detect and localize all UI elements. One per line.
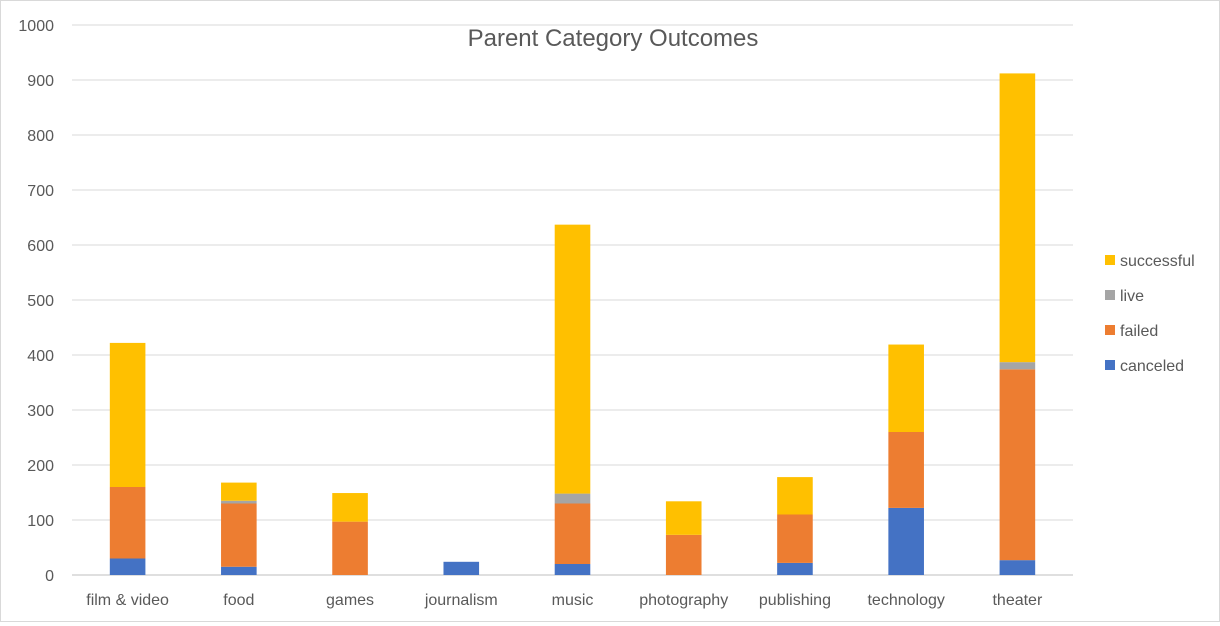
y-tick-label: 700	[27, 183, 54, 200]
y-tick-label: 0	[45, 568, 54, 585]
legend-label-live: live	[1120, 288, 1144, 305]
legend-swatch-live	[1105, 290, 1115, 300]
bar-segment-failed	[665, 534, 702, 575]
bar-segment-successful	[777, 477, 813, 515]
bar-segment-canceled	[443, 561, 480, 575]
y-axis-ticks: 0 100 200 300 400 500 600 700 800 900 1000	[18, 18, 54, 585]
bar-segment-live	[221, 500, 257, 504]
bar-segment-failed	[332, 521, 368, 575]
bar-segment-canceled	[221, 566, 257, 575]
legend-label-canceled: canceled	[1120, 358, 1184, 375]
bar-segment-successful	[999, 73, 1036, 363]
y-tick-label: 1000	[18, 18, 54, 35]
y-tick-label: 500	[27, 293, 54, 310]
bar-segment-live	[554, 493, 591, 504]
bar-segment-successful	[109, 342, 146, 487]
bar-segment-live	[999, 362, 1036, 370]
x-tick-label: food	[223, 592, 254, 609]
x-tick-label: publishing	[759, 592, 831, 609]
y-tick-label: 300	[27, 403, 54, 420]
y-tick-label: 600	[27, 238, 54, 255]
bar-segment-successful	[221, 482, 257, 501]
chart-title: Parent Category Outcomes	[468, 25, 759, 52]
x-tick-label: photography	[639, 592, 728, 609]
bar-segment-failed	[221, 503, 257, 567]
y-tick-label: 400	[27, 348, 54, 365]
bar-segment-canceled	[109, 558, 146, 575]
legend: successful live failed canceled	[1105, 253, 1195, 375]
y-tick-label: 200	[27, 458, 54, 475]
legend-swatch-successful	[1105, 255, 1115, 265]
legend-label-failed: failed	[1120, 323, 1158, 340]
bar-segment-failed	[109, 487, 146, 559]
x-tick-label: music	[552, 592, 594, 609]
bar-segment-successful	[665, 501, 702, 535]
bar-segment-failed	[999, 369, 1036, 561]
y-tick-label: 800	[27, 128, 54, 145]
x-axis-ticks: film & video food games journalism music phot…	[86, 592, 1043, 609]
bar-segment-failed	[554, 503, 591, 564]
x-tick-label: technology	[867, 592, 944, 609]
y-tick-label: 900	[27, 73, 54, 90]
bar-segment-canceled	[777, 562, 813, 575]
x-tick-label: journalism	[424, 592, 498, 609]
bar-segment-canceled	[999, 560, 1036, 575]
bar-segment-successful	[554, 224, 591, 494]
bar-segment-successful	[332, 493, 368, 522]
x-tick-label: games	[326, 592, 374, 609]
bar-segment-canceled	[888, 507, 924, 575]
bar-segment-canceled	[554, 564, 591, 575]
x-tick-label: theater	[992, 592, 1042, 609]
legend-label-successful: successful	[1120, 253, 1195, 270]
legend-swatch-canceled	[1105, 360, 1115, 370]
bar-segment-successful	[888, 344, 924, 432]
legend-swatch-failed	[1105, 325, 1115, 335]
bar-segment-failed	[888, 432, 924, 508]
y-tick-label: 100	[27, 513, 54, 530]
bar-segment-failed	[777, 514, 813, 563]
bars	[109, 73, 1036, 575]
x-tick-label: film & video	[86, 592, 169, 609]
